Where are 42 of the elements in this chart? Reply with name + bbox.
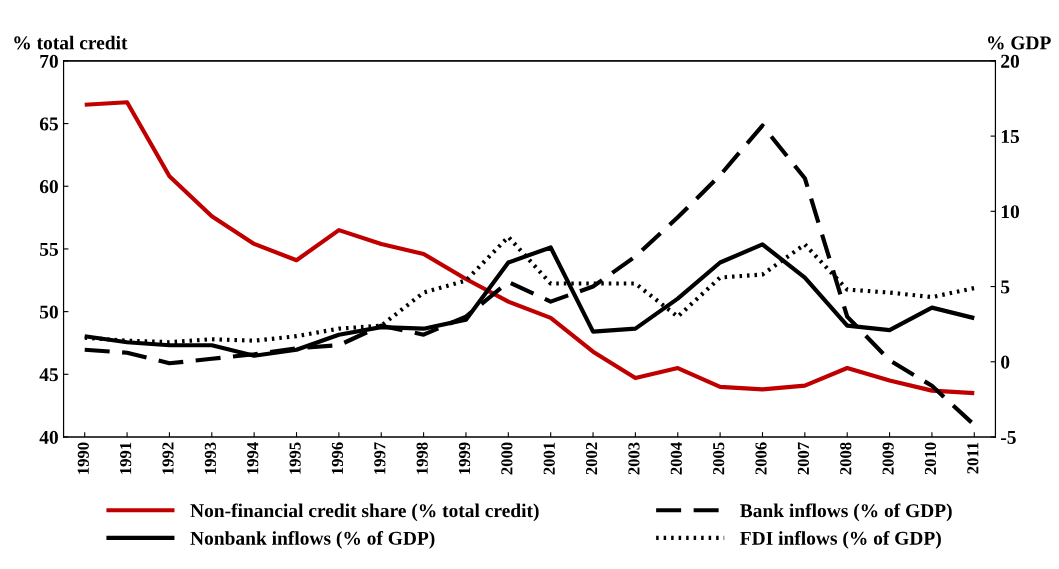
legend-label: Nonbank inflows (% of GDP)	[190, 530, 435, 549]
y-tick-label: 40	[39, 430, 58, 444]
y2-axis-title: % GDP	[988, 36, 1051, 50]
x-tick-label: 2005	[713, 442, 725, 475]
x-tick-label: 1996	[331, 442, 344, 474]
y-axis-title: % total credit	[14, 35, 128, 50]
y-tick-label: 60	[39, 180, 58, 194]
x-tick-label: 1998	[416, 442, 428, 474]
x-tick-label: 2002	[585, 442, 598, 475]
legend-label: FDI inflows (% of GDP)	[740, 530, 941, 549]
x-tick-label: 1997	[374, 442, 386, 474]
x-tick-label: 2004	[670, 442, 682, 475]
y2-tick-label: 15	[1001, 130, 1020, 144]
y2-tick-label: 20	[1001, 54, 1020, 68]
x-tick-label: 1991	[120, 442, 132, 474]
y-tick-label: 55	[40, 242, 58, 256]
legend-label: Non-financial credit share (% total credit)	[190, 503, 539, 522]
x-tick-label: 1990	[77, 442, 89, 474]
line-series	[82, 100, 977, 396]
y2-tick-label: 5	[1001, 280, 1010, 294]
x-tick-label: 2008	[840, 442, 852, 475]
y-tick-label: 65	[39, 117, 58, 131]
x-tick-label: 1999	[458, 442, 471, 474]
x-tick-label: 2011	[967, 442, 979, 474]
y2-tick-label: 0	[1001, 355, 1010, 369]
x-tick-label: 2000	[501, 442, 513, 475]
y-tick-label: 45	[39, 368, 58, 382]
x-tick-label: 2003	[628, 442, 640, 475]
x-tick-label: 2006	[755, 442, 767, 475]
x-tick-label: 1995	[289, 442, 301, 474]
y2-tick-label: 10	[1001, 205, 1020, 219]
y-tick-label: 70	[40, 54, 58, 68]
y2-tick-label: -5	[1001, 431, 1016, 444]
y-tick-label: 50	[40, 305, 58, 319]
x-tick-label: 2009	[882, 442, 894, 475]
x-tick-label: 1992	[162, 442, 174, 474]
x-tick-label: 2001	[543, 442, 555, 475]
x-tick-label: 1993	[204, 442, 216, 474]
x-tick-label: 2010	[924, 442, 937, 475]
legend-label: Bank inflows (% of GDP)	[740, 503, 952, 522]
x-tick-label: 2007	[797, 442, 810, 475]
x-tick-label: 1994	[247, 442, 259, 474]
